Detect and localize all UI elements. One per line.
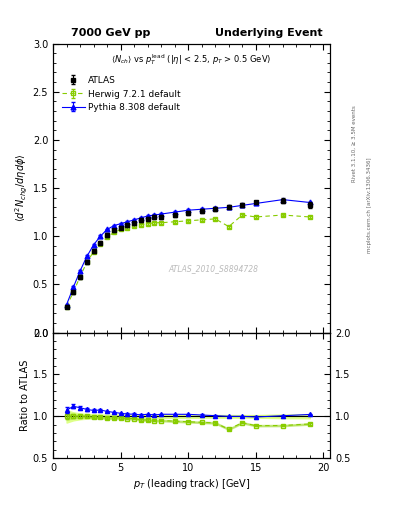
Y-axis label: $\langle d^2 N_{chg}/d\eta d\phi \rangle$: $\langle d^2 N_{chg}/d\eta d\phi \rangle… (14, 154, 30, 222)
X-axis label: $p_T$ (leading track) [GeV]: $p_T$ (leading track) [GeV] (133, 477, 250, 492)
Legend: ATLAS, Herwig 7.2.1 default, Pythia 8.308 default: ATLAS, Herwig 7.2.1 default, Pythia 8.30… (59, 72, 185, 116)
Text: Rivet 3.1.10, ≥ 3.5M events: Rivet 3.1.10, ≥ 3.5M events (352, 105, 357, 182)
Text: 7000 GeV pp: 7000 GeV pp (71, 28, 150, 38)
Text: $\langle N_{ch}\rangle$ vs $p_T^{\rm lead}$ ($|\eta|$ < 2.5, $p_T$ > 0.5 GeV): $\langle N_{ch}\rangle$ vs $p_T^{\rm lea… (111, 52, 272, 67)
Y-axis label: Ratio to ATLAS: Ratio to ATLAS (20, 360, 30, 431)
Text: ATLAS_2010_S8894728: ATLAS_2010_S8894728 (169, 265, 259, 273)
Text: Underlying Event: Underlying Event (215, 28, 322, 38)
Text: mcplots.cern.ch [arXiv:1306.3436]: mcplots.cern.ch [arXiv:1306.3436] (367, 157, 373, 252)
